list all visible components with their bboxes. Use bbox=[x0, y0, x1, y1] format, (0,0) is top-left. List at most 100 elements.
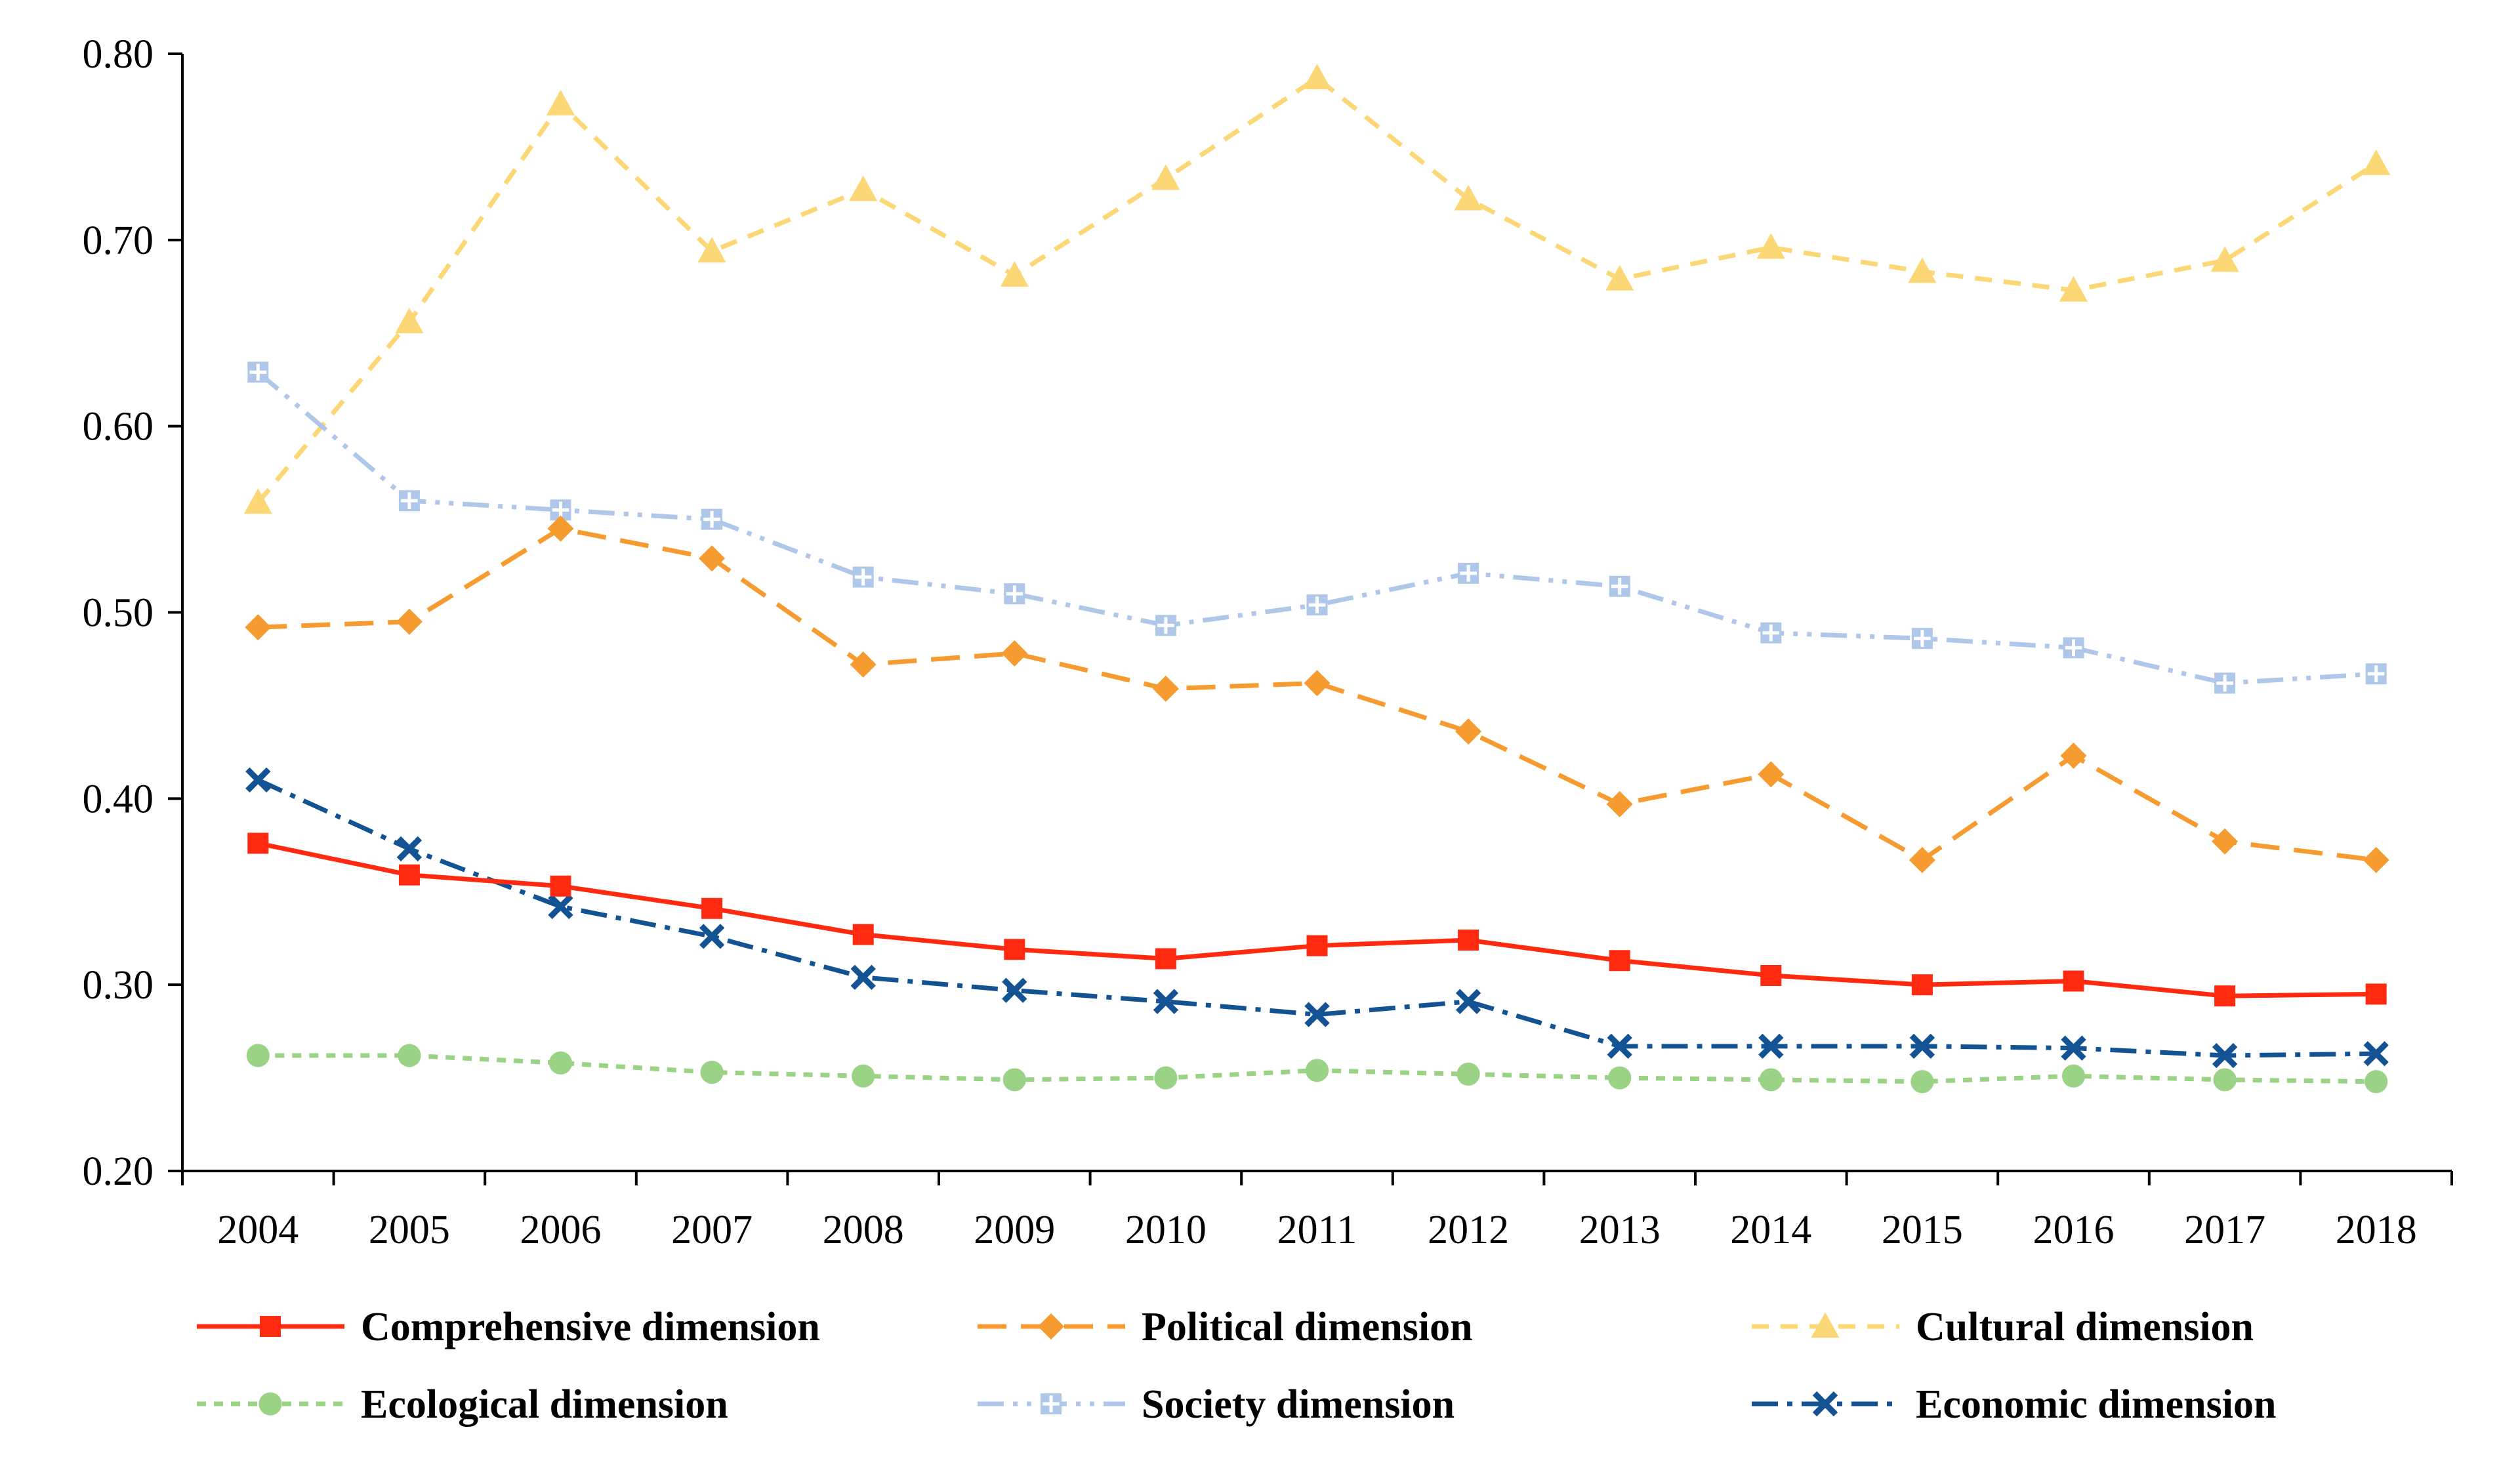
data-point-triangle bbox=[1756, 233, 1785, 259]
data-point-square bbox=[2365, 983, 2387, 1005]
series-line bbox=[257, 370, 2376, 686]
legend-label: Ecological dimension bbox=[361, 1382, 728, 1427]
x-tick-label: 2013 bbox=[1579, 1208, 1661, 1252]
data-point-circle bbox=[258, 1392, 282, 1416]
x-marker-b bbox=[1607, 1033, 1632, 1059]
series-ecological-dimension bbox=[246, 1044, 2388, 1094]
data-point-circle bbox=[2213, 1068, 2237, 1092]
data-point-plus bbox=[1911, 628, 1933, 649]
data-point-diamond bbox=[1909, 846, 1935, 873]
data-point-triangle bbox=[1000, 261, 1029, 287]
data-point-square bbox=[260, 1316, 281, 1337]
data-point-diamond bbox=[1001, 640, 1028, 667]
data-point-plus bbox=[1041, 1393, 1062, 1414]
legend-label: Society dimension bbox=[1142, 1382, 1455, 1427]
series-political-dimension bbox=[245, 515, 2389, 873]
data-point-plus bbox=[1760, 622, 1782, 644]
data-point-circle bbox=[246, 1044, 270, 1067]
data-point-triangle bbox=[697, 237, 726, 263]
data-point-square bbox=[247, 832, 269, 854]
data-point-plus bbox=[1306, 594, 1328, 616]
data-point-triangle bbox=[1908, 257, 1937, 283]
legend-item: Comprehensive dimension bbox=[197, 1305, 820, 1349]
chart-axes: 0.20 0.30 0.40 0.50 0.60 0.70 0.80 2004 2005 2006… bbox=[83, 32, 2453, 1252]
series-line bbox=[257, 777, 2376, 1058]
data-point-circle bbox=[1608, 1066, 1632, 1090]
x-marker-b bbox=[1812, 1391, 1838, 1417]
data-point-circle bbox=[1456, 1062, 1480, 1086]
data-point-circle bbox=[1305, 1059, 1329, 1082]
x-tick-label: 2015 bbox=[1882, 1208, 1963, 1252]
legend: Comprehensive dimension Political dimensi… bbox=[197, 1305, 2276, 1427]
x-tick-label: 2012 bbox=[1428, 1208, 1509, 1252]
data-point-diamond bbox=[1606, 790, 1633, 817]
data-point-circle bbox=[852, 1064, 875, 1088]
y-tick-label: 0.60 bbox=[83, 405, 154, 449]
legend-item: Economic dimension bbox=[1752, 1382, 2276, 1427]
data-point-square bbox=[2214, 985, 2236, 1007]
data-point-circle bbox=[1759, 1068, 1783, 1092]
x-tick-label: 2016 bbox=[2033, 1208, 2115, 1252]
data-point-diamond bbox=[396, 608, 423, 635]
data-point-plus bbox=[1458, 562, 1479, 584]
data-point-x bbox=[850, 964, 876, 990]
x-marker-b bbox=[1304, 1002, 1330, 1027]
data-point-x bbox=[1758, 1033, 1784, 1059]
x-tick-label: 2009 bbox=[974, 1208, 1055, 1252]
data-point-diamond bbox=[1038, 1313, 1064, 1340]
data-point-x bbox=[1455, 989, 1481, 1014]
x-tick-label: 2008 bbox=[823, 1208, 904, 1252]
legend-item: Society dimension bbox=[978, 1382, 1455, 1427]
data-point-circle bbox=[1002, 1068, 1026, 1092]
y-tick-label: 0.80 bbox=[83, 32, 154, 77]
legend-label: Cultural dimension bbox=[1916, 1305, 2254, 1349]
data-point-plus bbox=[852, 566, 874, 588]
y-tick-label: 0.40 bbox=[83, 777, 154, 821]
data-point-x bbox=[548, 893, 573, 920]
series-line bbox=[256, 75, 2378, 504]
series-economic-dimension bbox=[245, 767, 2389, 1069]
data-point-diamond bbox=[245, 614, 272, 641]
data-point-square bbox=[1155, 948, 1176, 970]
data-point-diamond bbox=[2212, 828, 2239, 855]
data-point-plus bbox=[1004, 583, 1025, 605]
data-point-square bbox=[398, 864, 420, 886]
x-marker-b bbox=[2061, 1035, 2086, 1061]
legend-label: Political dimension bbox=[1142, 1305, 1473, 1349]
data-point-plus bbox=[2214, 672, 2236, 694]
data-point-x bbox=[2212, 1042, 2238, 1069]
x-tick-label: 2011 bbox=[1277, 1208, 1357, 1252]
x-marker-b bbox=[2212, 1042, 2238, 1069]
data-point-diamond bbox=[850, 651, 877, 678]
data-point-triangle bbox=[1302, 64, 1332, 90]
y-tick-label: 0.30 bbox=[83, 963, 154, 1008]
x-tick-label: 2018 bbox=[2336, 1208, 2417, 1252]
data-point-x bbox=[2363, 1041, 2389, 1067]
series-cultural-dimension bbox=[243, 64, 2391, 514]
x-marker-b bbox=[850, 964, 876, 990]
data-point-plus bbox=[247, 361, 269, 383]
data-point-diamond bbox=[1455, 718, 1482, 745]
data-point-triangle bbox=[395, 308, 424, 333]
data-point-x bbox=[1812, 1391, 1838, 1417]
data-point-square bbox=[1458, 930, 1479, 951]
data-point-diamond bbox=[1304, 670, 1331, 697]
data-point-circle bbox=[2365, 1070, 2388, 1094]
data-point-diamond bbox=[547, 515, 574, 542]
y-tick-label: 0.50 bbox=[83, 591, 154, 636]
data-point-diamond bbox=[699, 545, 726, 572]
data-point-square bbox=[1004, 939, 1025, 960]
data-point-triangle bbox=[2362, 149, 2391, 175]
data-point-diamond bbox=[1758, 761, 1785, 788]
x-marker-b bbox=[1909, 1033, 1935, 1059]
data-point-square bbox=[701, 897, 723, 919]
data-point-square bbox=[1760, 964, 1782, 986]
data-point-circle bbox=[2061, 1064, 2086, 1088]
x-tick-label: 2006 bbox=[520, 1208, 602, 1252]
x-marker-b bbox=[396, 836, 423, 862]
series-layer bbox=[243, 64, 2391, 1094]
data-point-x bbox=[1909, 1033, 1935, 1059]
x-marker-b bbox=[2363, 1041, 2389, 1067]
data-point-x bbox=[1607, 1033, 1632, 1059]
